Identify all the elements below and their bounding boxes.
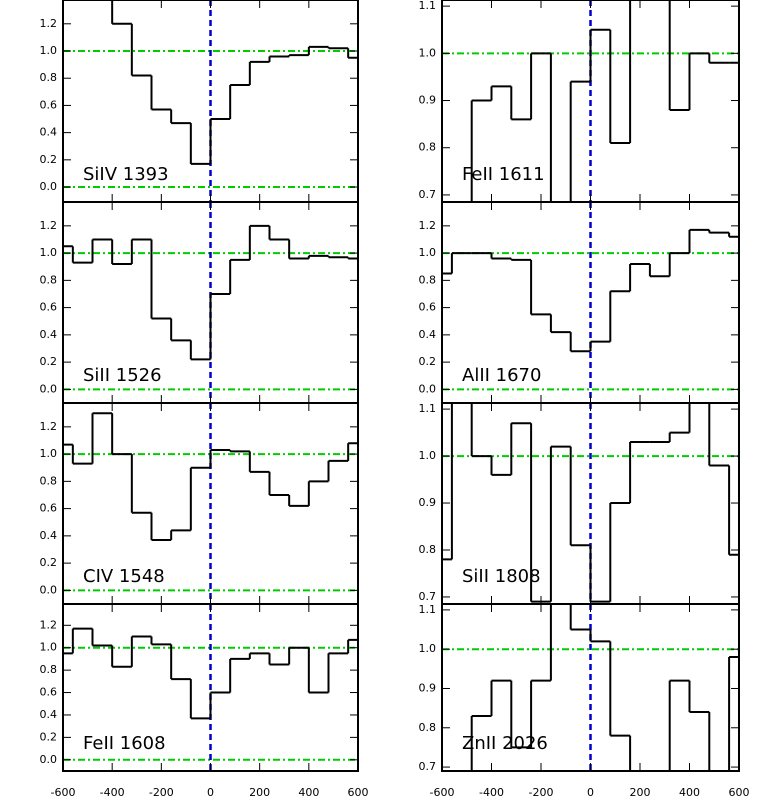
x-tick-label: -600 xyxy=(430,786,455,799)
plot-area xyxy=(63,604,358,771)
plot-area xyxy=(63,0,358,202)
y-tick-label: 0.8 xyxy=(40,663,58,676)
y-tick-label: 0.7 xyxy=(419,760,437,773)
x-tick-label: 400 xyxy=(679,786,700,799)
y-tick-label: 1.1 xyxy=(419,603,437,616)
x-tick-label: -200 xyxy=(529,786,554,799)
y-tick-label: 1.2 xyxy=(40,618,58,631)
y-tick-label: 0.4 xyxy=(40,126,58,139)
y-tick-label: 1.2 xyxy=(40,17,58,30)
x-tick-label: -400 xyxy=(479,786,504,799)
x-tick-label: 600 xyxy=(348,786,369,799)
ion-label: AlII 1670 xyxy=(462,365,541,386)
plot-area xyxy=(442,403,739,604)
y-tick-label: 0.0 xyxy=(40,180,58,193)
y-tick-label: 1.0 xyxy=(40,246,58,259)
x-tick-label: 200 xyxy=(630,786,651,799)
y-tick-label: 1.0 xyxy=(40,641,58,654)
ion-label: FeII 1611 xyxy=(462,164,545,185)
y-tick-label: 0.0 xyxy=(419,382,437,395)
x-tick-label: -400 xyxy=(100,786,125,799)
y-tick-label: 0.8 xyxy=(419,141,437,154)
y-tick-label: 0.8 xyxy=(419,273,437,286)
ion-label: SiII 1526 xyxy=(83,365,162,386)
y-tick-label: 0.7 xyxy=(419,188,437,201)
y-tick-label: 1.2 xyxy=(40,420,58,433)
y-tick-label: 0.2 xyxy=(419,355,437,368)
y-tick-label: 1.0 xyxy=(419,449,437,462)
y-tick-label: 0.9 xyxy=(419,496,437,509)
y-tick-label: 0.2 xyxy=(40,556,58,569)
y-tick-label: 1.2 xyxy=(419,219,437,232)
ion-label: SiII 1808 xyxy=(462,566,541,587)
plot-area xyxy=(63,202,358,403)
x-tick-label: -600 xyxy=(51,786,76,799)
y-tick-label: 1.0 xyxy=(40,44,58,57)
x-tick-label: 0 xyxy=(587,786,594,799)
x-tick-label: 600 xyxy=(729,786,750,799)
y-tick-label: 0.0 xyxy=(40,583,58,596)
y-tick-label: 0.9 xyxy=(419,94,437,107)
y-tick-label: 0.4 xyxy=(419,328,437,341)
x-tick-label: 0 xyxy=(207,786,214,799)
y-tick-label: 0.4 xyxy=(40,328,58,341)
y-tick-label: 0.8 xyxy=(40,273,58,286)
plot-area xyxy=(442,604,739,771)
y-tick-label: 0.8 xyxy=(40,474,58,487)
x-tick-label: 400 xyxy=(298,786,319,799)
ion-label: CIV 1548 xyxy=(83,566,165,587)
y-tick-label: 0.6 xyxy=(40,686,58,699)
ion-label: SiIV 1393 xyxy=(83,164,169,185)
ion-label: FeII 1608 xyxy=(83,733,166,754)
y-tick-label: 0.6 xyxy=(419,301,437,314)
x-tick-label: 200 xyxy=(249,786,270,799)
x-tick-label: -200 xyxy=(149,786,174,799)
y-tick-label: 0.2 xyxy=(40,355,58,368)
y-tick-label: 1.0 xyxy=(419,642,437,655)
y-tick-label: 0.4 xyxy=(40,708,58,721)
y-tick-label: 1.0 xyxy=(419,46,437,59)
y-tick-label: 0.8 xyxy=(40,71,58,84)
y-tick-label: 0.8 xyxy=(419,721,437,734)
y-tick-label: 1.0 xyxy=(40,447,58,460)
plot-area xyxy=(442,202,739,403)
y-tick-label: 0.0 xyxy=(40,382,58,395)
y-tick-label: 1.1 xyxy=(419,402,437,415)
y-tick-label: 1.0 xyxy=(419,246,437,259)
y-tick-label: 0.4 xyxy=(40,529,58,542)
y-tick-label: 0.2 xyxy=(40,730,58,743)
y-tick-label: 0.6 xyxy=(40,502,58,515)
y-tick-label: 0.0 xyxy=(40,753,58,766)
y-tick-label: 1.2 xyxy=(40,219,58,232)
y-tick-label: 0.2 xyxy=(40,153,58,166)
y-tick-label: 0.6 xyxy=(40,98,58,111)
ion-label: ZnII 2026 xyxy=(462,733,548,754)
plot-area xyxy=(442,0,739,202)
y-tick-label: 0.6 xyxy=(40,301,58,314)
y-tick-label: 1.1 xyxy=(419,0,437,12)
y-tick-label: 0.8 xyxy=(419,543,437,556)
y-tick-label: 0.7 xyxy=(419,590,437,603)
y-tick-label: 0.9 xyxy=(419,681,437,694)
